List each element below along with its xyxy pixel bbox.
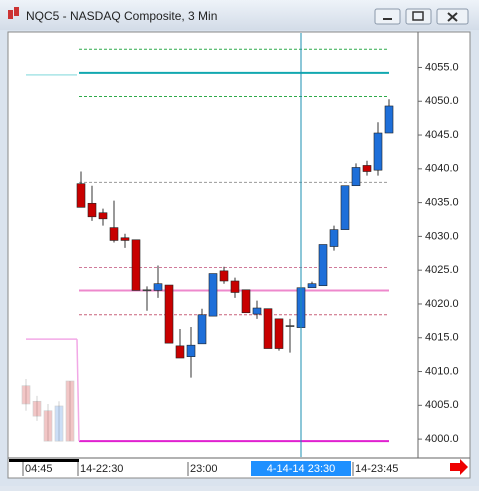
candle-body: [208, 273, 218, 317]
candle-body: [219, 270, 229, 282]
candle-body: [197, 314, 207, 345]
candle-body: [186, 344, 196, 357]
x-tick-label: 14-22:30: [80, 463, 123, 475]
candle-body: [54, 405, 64, 442]
candle-body: [230, 280, 240, 293]
candle-body: [120, 237, 130, 241]
cursor-label-bg: [251, 461, 351, 476]
cursor-label: 4-14-14 23:30: [267, 463, 336, 475]
maximize-button[interactable]: [405, 8, 432, 25]
candle-body: [252, 307, 262, 315]
candle-body: [274, 318, 284, 349]
y-tick-label: 4015.0: [425, 332, 459, 344]
x-tick-label: 04:45: [25, 463, 53, 475]
y-tick-label: 4010.0: [425, 365, 459, 377]
close-button[interactable]: [436, 8, 469, 25]
candle-body: [21, 385, 31, 405]
candle-body: [109, 227, 119, 241]
y-tick-label: 4000.0: [425, 433, 459, 445]
candle-body: [329, 229, 339, 247]
y-tick-label: 4020.0: [425, 298, 459, 310]
y-tick-label: 4055.0: [425, 61, 459, 73]
candle-body: [307, 283, 317, 289]
candle-body: [87, 202, 97, 218]
scroll-right-arrow[interactable]: [450, 459, 468, 475]
candle-body: [98, 212, 108, 220]
candle-body: [32, 400, 42, 417]
candle-body: [43, 410, 53, 442]
level-connector: [76, 339, 80, 442]
candle-body: [241, 289, 251, 314]
candle-body: [351, 167, 361, 187]
window-title: NQC5 - NASDAQ Composite, 3 Min: [26, 9, 217, 23]
candle-body: [164, 284, 174, 344]
candle-body: [318, 244, 328, 287]
candle-body: [76, 183, 86, 208]
candle-body: [142, 289, 152, 292]
app-icon: [8, 7, 19, 19]
candle-body: [131, 239, 141, 291]
candle-body: [65, 380, 75, 442]
y-tick-label: 4045.0: [425, 129, 459, 141]
y-tick-label: 4050.0: [425, 95, 459, 107]
candle-body: [340, 185, 350, 230]
candle-body: [362, 165, 372, 172]
minimize-button[interactable]: [374, 8, 401, 25]
x-tick-label: 23:00: [190, 463, 218, 475]
candle-body: [175, 345, 185, 359]
y-tick-label: 4030.0: [425, 230, 459, 242]
y-tick-label: 4035.0: [425, 197, 459, 209]
chart-frame: [7, 31, 471, 479]
candle-body: [384, 105, 394, 134]
y-tick-label: 4005.0: [425, 399, 459, 411]
y-tick-label: 4040.0: [425, 163, 459, 175]
scrollbar[interactable]: [9, 459, 79, 462]
candle-body: [285, 325, 295, 327]
candle-body: [153, 283, 163, 291]
candle-body: [373, 132, 383, 171]
candle-body: [263, 308, 273, 349]
y-tick-label: 4025.0: [425, 264, 459, 276]
x-tick-label: 14-23:45: [355, 463, 398, 475]
